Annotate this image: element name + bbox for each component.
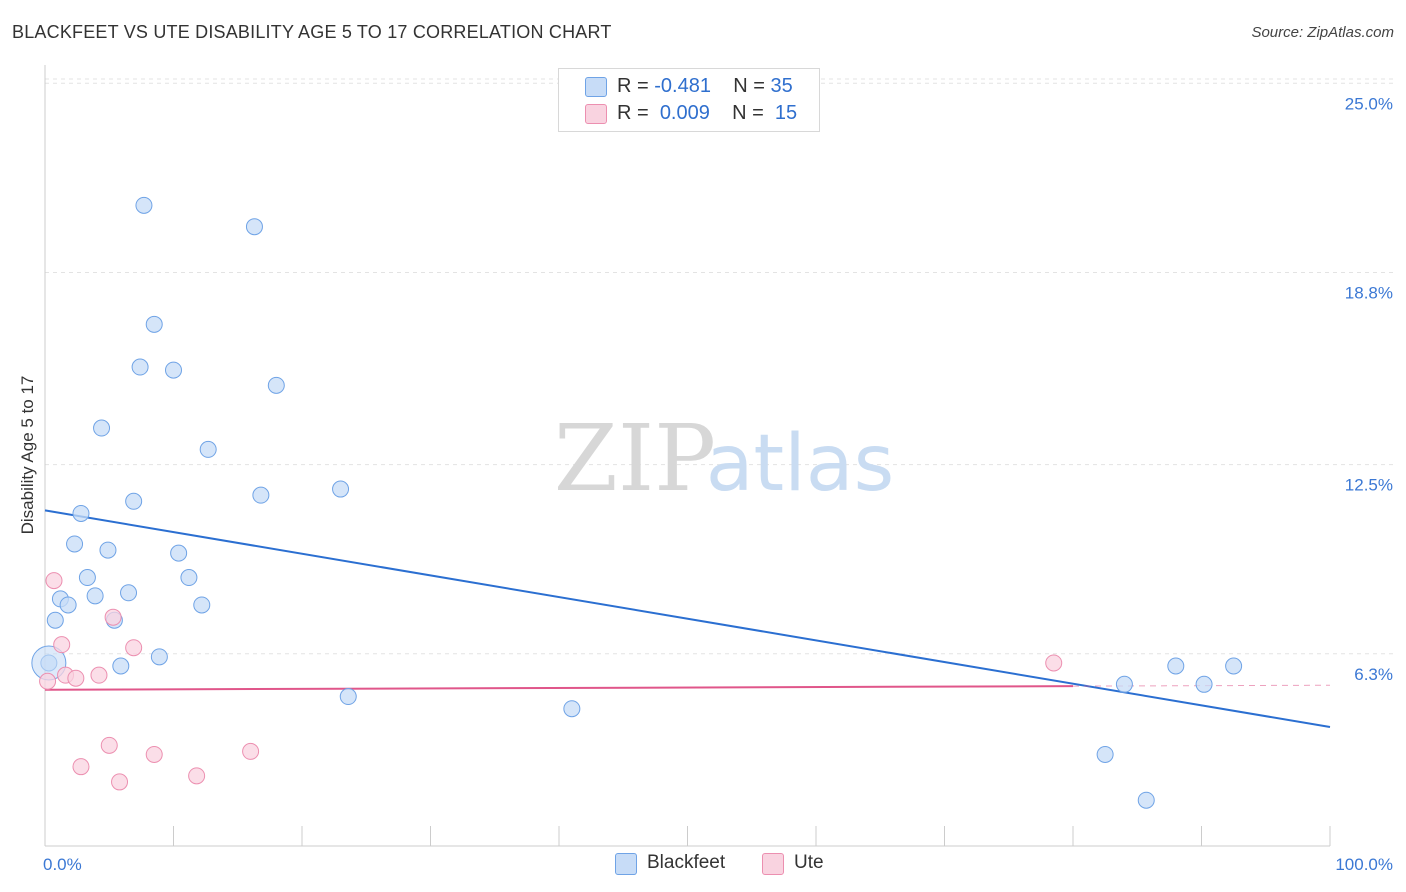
data-point-ute — [125, 639, 143, 657]
legend-n-label: N = — [732, 102, 764, 124]
trend-line-blackfeet — [44, 509, 1331, 729]
y-tick-label: 6.3% — [1354, 665, 1393, 684]
bottom-legend-label-ute: Ute — [794, 852, 824, 873]
legend-text-blackfeet: R = -0.481 N = 35 — [617, 75, 793, 98]
x-tick-label-start: 0.0% — [43, 855, 82, 874]
data-point-blackfeet — [145, 315, 163, 333]
data-point-ute — [100, 736, 118, 754]
legend-r-label: R = — [617, 102, 649, 124]
data-point-blackfeet — [125, 492, 143, 510]
data-point-blackfeet — [46, 611, 64, 629]
data-point-blackfeet — [267, 376, 285, 394]
watermark-zip: ZIP — [554, 405, 716, 512]
data-point-ute — [242, 742, 260, 760]
data-point-blackfeet — [150, 648, 168, 666]
data-point-ute — [104, 608, 122, 626]
data-point-blackfeet — [1167, 657, 1185, 675]
trend-line-ute — [44, 685, 1074, 691]
legend-swatch-blackfeet — [585, 77, 607, 97]
data-point-blackfeet — [193, 596, 211, 614]
data-point-blackfeet — [180, 569, 198, 587]
watermark: ZIP atlas — [554, 405, 894, 512]
data-point-blackfeet — [135, 196, 153, 214]
gridlines — [45, 78, 1395, 655]
data-point-ute — [145, 745, 163, 763]
data-point-ute — [39, 672, 57, 690]
data-point-blackfeet — [563, 700, 581, 718]
data-point-blackfeet — [112, 657, 130, 675]
data-point-ute — [1045, 654, 1063, 672]
data-point-blackfeet — [131, 358, 149, 376]
legend-box: R = -0.481 N = 35 R = 0.009 N = 15 — [558, 68, 820, 132]
x-tick-label-end: 100.0% — [1335, 855, 1393, 874]
data-point-blackfeet — [1115, 675, 1133, 693]
y-tick-label: 25.0% — [1345, 94, 1393, 113]
data-point-blackfeet — [86, 587, 104, 605]
bottom-legend-label-blackfeet: Blackfeet — [647, 852, 726, 873]
axes — [44, 65, 1331, 847]
data-point-blackfeet — [59, 596, 77, 614]
y-tick-label: 12.5% — [1345, 476, 1393, 495]
data-point-blackfeet — [165, 361, 182, 379]
legend-r-label: R = — [617, 75, 649, 97]
data-point-blackfeet — [1096, 745, 1114, 763]
data-point-ute — [111, 773, 129, 791]
bottom-legend-swatch-blackfeet — [615, 853, 637, 875]
source-label: Source: ZipAtlas.com — [1251, 24, 1394, 41]
data-point-blackfeet — [1137, 791, 1155, 809]
y-axis-title: Disability Age 5 to 17 — [18, 375, 37, 535]
data-point-ute — [188, 767, 206, 785]
data-point-blackfeet — [339, 688, 357, 706]
trend-lines — [44, 509, 1331, 729]
watermark-atlas: atlas — [706, 419, 895, 509]
data-point-blackfeet — [170, 544, 188, 562]
y-tick-label: 18.8% — [1345, 283, 1393, 302]
legend-n-label: N = — [733, 75, 765, 97]
data-point-blackfeet — [72, 504, 90, 522]
legend-n-value: 15 — [774, 102, 798, 124]
chart-title: BLACKFEET VS UTE DISABILITY AGE 5 TO 17 … — [12, 22, 612, 42]
data-point-blackfeet — [99, 541, 117, 559]
data-point-ute — [45, 572, 63, 590]
bottom-legend-swatch-ute — [762, 853, 784, 875]
trend-line-ute-extension — [1072, 684, 1331, 687]
data-point-blackfeet — [332, 480, 350, 498]
legend-text-ute: R = 0.009 N = 15 — [617, 102, 797, 125]
data-point-ute — [67, 669, 85, 687]
data-point-blackfeet — [78, 569, 96, 587]
data-point-blackfeet — [120, 584, 138, 602]
legend-r-value: 0.009 — [659, 102, 710, 124]
data-point-ute — [90, 666, 108, 684]
data-point-ute — [72, 758, 90, 776]
tick-labels: 6.3% 12.5% 18.8% 25.0% 0.0% 100.0% — [43, 94, 1393, 874]
data-point-blackfeet — [1195, 675, 1213, 693]
data-point-ute — [53, 636, 71, 654]
legend-swatch-ute — [585, 104, 607, 124]
legend-r-value: -0.481 — [654, 75, 711, 97]
data-point-blackfeet — [66, 535, 84, 553]
legend-n-value: 35 — [770, 75, 793, 97]
data-point-blackfeet — [245, 218, 263, 236]
data-point-blackfeet — [252, 486, 270, 504]
data-point-blackfeet — [93, 419, 111, 437]
data-point-blackfeet — [199, 440, 217, 458]
data-point-blackfeet — [1225, 657, 1243, 675]
data-points — [31, 196, 1243, 809]
